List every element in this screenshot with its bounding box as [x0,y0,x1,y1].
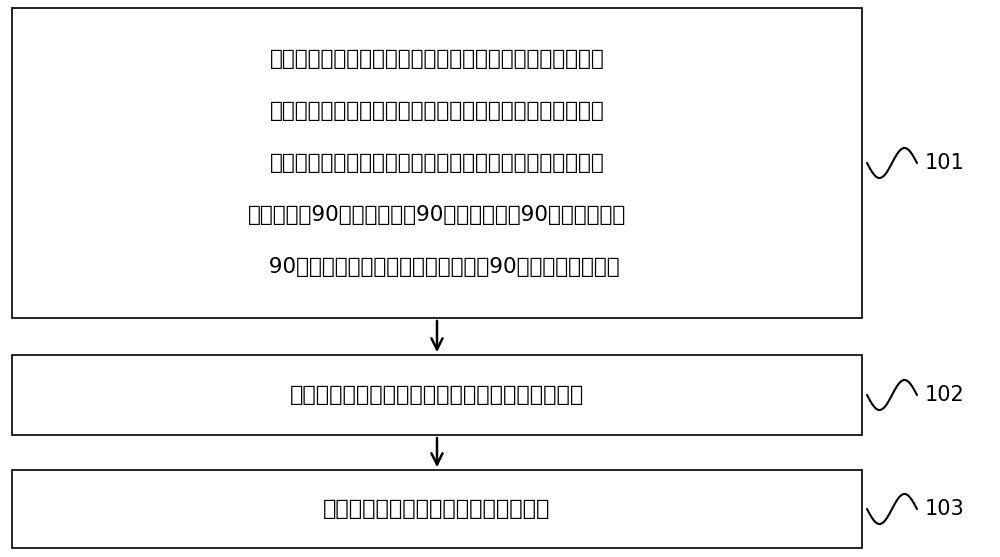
Text: 第一编辑脉冲和用于采集反馈信号的采集脉冲，第一编辑脉: 第一编辑脉冲和用于采集反馈信号的采集脉冲，第一编辑脉 [270,153,604,173]
Text: 冲包括第一90度脉冲和第二90度脉冲，第一90度脉冲和第二: 冲包括第一90度脉冲和第二90度脉冲，第一90度脉冲和第二 [248,205,626,225]
Text: 岩中的氢核作用，其中，核磁脉冲序列在时序上依次包括：: 岩中的氢核作用，其中，核磁脉冲序列在时序上依次包括： [270,101,604,121]
Text: 103: 103 [925,499,965,519]
Text: 101: 101 [925,153,965,173]
Text: 获取页岩中的氢核发射的核磁脉冲序列的反馈信号: 获取页岩中的氢核发射的核磁脉冲序列的反馈信号 [290,385,584,405]
Bar [12,470,862,548]
Text: 102: 102 [925,385,965,405]
Text: 90度脉冲相位相反，采集脉冲与第一90度脉冲的相位相同: 90度脉冲相位相反，采集脉冲与第一90度脉冲的相位相同 [255,257,619,277]
Text: 根据反馈信号反演页岩中氢核的弛豫谱: 根据反馈信号反演页岩中氢核的弛豫谱 [323,499,551,519]
Text: 向页岩发送至少一个核磁脉冲序列，核磁脉冲序列用于与页: 向页岩发送至少一个核磁脉冲序列，核磁脉冲序列用于与页 [270,49,604,69]
Bar [12,355,862,435]
Bar [12,8,862,318]
